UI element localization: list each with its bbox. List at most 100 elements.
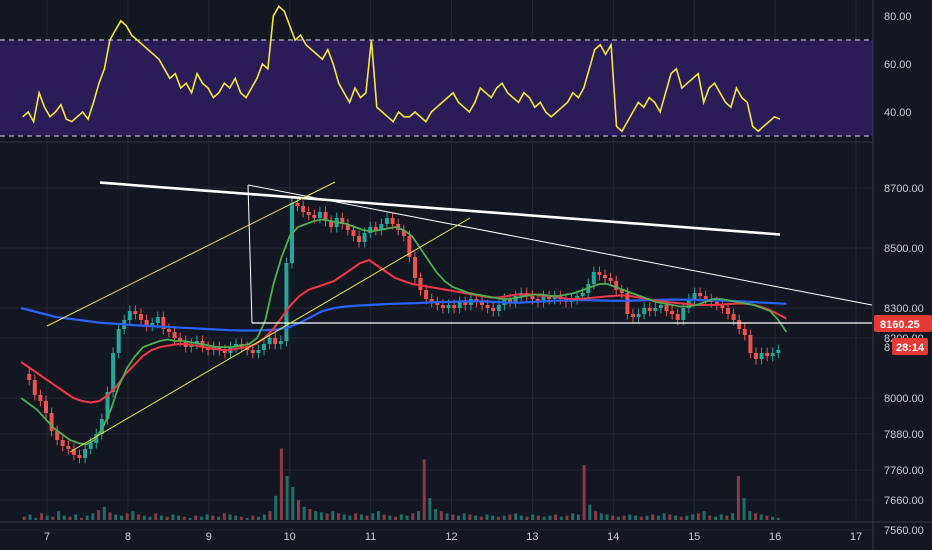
candle-body — [429, 299, 434, 302]
volume-bar — [262, 514, 266, 520]
candle-body — [508, 299, 512, 302]
candle-body — [776, 350, 781, 353]
volume-bar — [120, 515, 123, 520]
volume-bar — [51, 516, 55, 520]
rsi-axis-ticks: 80.00 60.00 40.00 — [884, 11, 912, 119]
candle-body — [217, 347, 222, 350]
volume-bar — [279, 448, 283, 520]
time-tick-label: 8 — [125, 531, 131, 543]
volume-bar — [342, 514, 346, 520]
volume-bar — [57, 511, 61, 520]
volume-bar — [245, 517, 249, 520]
volume-bar — [668, 514, 672, 520]
volume-bar — [319, 512, 323, 520]
volume-bar — [405, 515, 409, 520]
candle-body — [99, 419, 104, 434]
candle-body — [301, 206, 306, 212]
rsi-band — [0, 40, 873, 136]
candle-body — [111, 353, 116, 392]
volume-bar — [748, 511, 752, 520]
volume-bar — [239, 516, 243, 520]
candle-body — [385, 218, 389, 224]
candle-body — [317, 212, 322, 218]
candle-body — [278, 341, 283, 344]
candle-body — [765, 353, 770, 356]
candle-body — [373, 227, 378, 230]
candle-body — [653, 308, 658, 311]
volume-bar — [502, 515, 506, 520]
volume-bar — [62, 515, 66, 520]
volume-bar — [371, 513, 375, 520]
candle-body — [535, 299, 540, 302]
volume-bar — [508, 514, 512, 520]
volume-bar — [182, 516, 186, 520]
volume-bar — [759, 514, 763, 520]
candle-body — [547, 296, 552, 299]
volume-bar — [205, 514, 209, 520]
volume-bar — [40, 513, 43, 520]
volume-bar — [708, 515, 712, 520]
volume-bar — [382, 514, 386, 520]
candle-body — [77, 455, 82, 458]
volume-bar — [542, 516, 546, 520]
candle-body — [770, 353, 775, 356]
volume-bar — [217, 516, 221, 520]
volume-bar — [394, 516, 398, 520]
candle-body — [603, 275, 607, 278]
volume-bar — [702, 511, 706, 520]
candle-body — [116, 329, 121, 353]
volume-bar — [365, 515, 369, 520]
moving-averages — [20, 218, 788, 446]
last-price-label: 8160.25 — [880, 319, 920, 331]
candle-body — [155, 317, 160, 323]
volume-bar — [719, 514, 723, 520]
volume-bar — [656, 515, 660, 520]
volume-bar — [297, 500, 300, 520]
candle-body — [742, 329, 747, 335]
volume-bar — [102, 506, 106, 520]
volume-bar — [679, 516, 683, 520]
volume-bar — [582, 465, 586, 520]
volume-bar — [571, 513, 575, 520]
candle-body — [608, 278, 613, 281]
volume-bar — [616, 516, 620, 520]
volume-bar — [188, 517, 192, 520]
volume-bar — [251, 515, 255, 520]
volume-bar — [308, 509, 312, 520]
candle-body — [631, 314, 635, 317]
candle-body — [172, 332, 177, 338]
price-tick-label: 8500.00 — [884, 243, 924, 255]
countdown-label: 28:14 — [896, 342, 925, 354]
volume-bar — [599, 513, 603, 520]
volume-bar — [519, 515, 523, 520]
volume-bar — [525, 516, 529, 520]
volume-bar — [576, 514, 580, 520]
candle-body — [647, 308, 652, 311]
candle-body — [457, 302, 462, 308]
candle-body — [726, 308, 730, 314]
candle-body — [55, 431, 60, 440]
volume-bar — [417, 511, 420, 520]
volume-bar — [28, 514, 32, 520]
candle-body — [362, 233, 367, 242]
volume-bar — [651, 514, 655, 520]
volume-bar — [177, 515, 181, 520]
candle-body — [748, 335, 753, 353]
candle-body — [368, 227, 373, 233]
candle-body — [731, 314, 736, 320]
volume-bar — [331, 511, 335, 520]
volume-bar — [731, 513, 735, 520]
candle-body — [675, 314, 680, 320]
time-tick-label: 15 — [688, 531, 700, 543]
volume-bar — [377, 511, 380, 520]
volume-bar — [691, 514, 695, 520]
volume-bar — [428, 498, 432, 520]
candle-body — [340, 218, 345, 224]
volume-bar — [125, 513, 129, 520]
candle-body — [161, 317, 166, 329]
volume-bar — [685, 515, 689, 520]
volume-bar — [154, 513, 158, 520]
volume-bar — [514, 513, 518, 520]
candle-body — [625, 293, 630, 314]
candle-body — [60, 440, 65, 446]
